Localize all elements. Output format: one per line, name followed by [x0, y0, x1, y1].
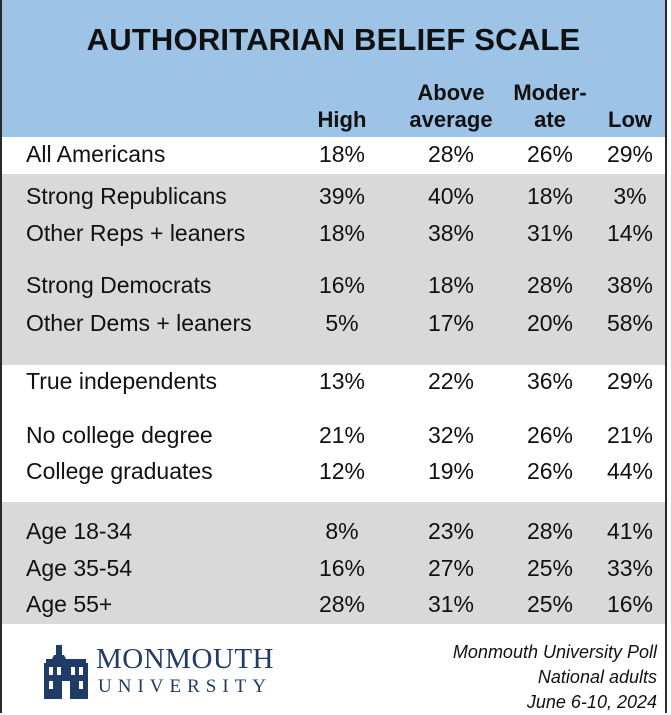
table-cell: 12% [318, 458, 366, 484]
building-icon [44, 645, 88, 699]
table-cell: 27% [427, 555, 475, 581]
column-header-line1 [575, 79, 671, 106]
table-cell: 23% [427, 518, 475, 544]
table-cell: 28% [318, 591, 366, 617]
table-cell: 39% [318, 183, 366, 209]
chart-title: AUTHORITARIAN BELIEF SCALE [86, 22, 581, 57]
table-cell: 26% [526, 422, 574, 448]
source-note: Monmouth University Poll National adults… [453, 640, 657, 715]
table-cell: 18% [526, 183, 574, 209]
column-header-line1: Above [417, 80, 485, 105]
table-cell: 19% [427, 458, 475, 484]
table-cell: 38% [606, 272, 654, 298]
row-label: Other Dems + leaners [26, 310, 252, 336]
row-label: No college degree [26, 422, 213, 448]
table-cell: 16% [606, 591, 654, 617]
table-cell: 38% [427, 220, 475, 246]
table-cell: 25% [526, 555, 574, 581]
table-cell: 31% [526, 220, 574, 246]
table-cell: 3% [613, 183, 647, 209]
source-line2: National adults [537, 667, 657, 687]
table-cell: 29% [606, 141, 654, 167]
table-cell: 29% [606, 368, 654, 394]
column-header-high: High [287, 79, 397, 133]
band-party [2, 174, 665, 365]
row-label: Other Reps + leaners [26, 220, 246, 246]
row-label: Strong Democrats [26, 272, 212, 298]
table-cell: 44% [606, 458, 654, 484]
table-cell: 31% [427, 591, 475, 617]
table-cell: 36% [526, 368, 574, 394]
table-cell: 16% [318, 555, 366, 581]
column-header-low: Low [575, 79, 671, 133]
table-cell: 16% [318, 272, 366, 298]
table-cell: 33% [606, 555, 654, 581]
source-line3: June 6-10, 2024 [526, 692, 657, 712]
table-cell: 22% [427, 368, 475, 394]
table-cell: 18% [318, 141, 366, 167]
table-cell: 32% [427, 422, 475, 448]
row-label: Age 18-34 [26, 518, 133, 544]
column-header-line2: ate [534, 107, 566, 132]
table-cell: 14% [606, 220, 654, 246]
table-cell: 40% [427, 183, 475, 209]
source-line1: Monmouth University Poll [452, 642, 657, 662]
table-cell: 26% [526, 458, 574, 484]
table-cell: 26% [526, 141, 574, 167]
table-cell: 58% [606, 310, 654, 336]
table-header: AUTHORITARIAN BELIEF SCALE [2, 0, 665, 137]
column-header-line1: Moder- [513, 80, 587, 105]
table-cell: 13% [318, 368, 366, 394]
table-cell: 21% [606, 422, 654, 448]
row-label: Strong Republicans [26, 183, 227, 209]
column-header-above-average: Above average [396, 79, 506, 133]
table-cell: 28% [526, 272, 574, 298]
column-header-line1 [287, 79, 397, 106]
logo-sub: UNIVERSITY [98, 676, 272, 697]
column-header-line2: average [409, 107, 493, 132]
table-cell: 28% [427, 141, 475, 167]
column-header-moderate: Moder- ate [495, 79, 605, 133]
row-label: Age 35-54 [26, 555, 133, 581]
logo-name: MONMOUTH [96, 643, 274, 675]
row-label: True independents [26, 368, 217, 394]
monmouth-logo: MONMOUTH UNIVERSITY [42, 643, 292, 703]
row-label: College graduates [26, 458, 213, 484]
table-cell: 5% [325, 310, 359, 336]
table-cell: 28% [526, 518, 574, 544]
table-cell: 18% [427, 272, 475, 298]
row-label: Age 55+ [26, 591, 113, 617]
band-age [2, 502, 665, 624]
table-cell: 25% [526, 591, 574, 617]
table-cell: 8% [325, 518, 359, 544]
table-cell: 21% [318, 422, 366, 448]
table-cell: 20% [526, 310, 574, 336]
table-cell: 17% [427, 310, 475, 336]
row-label: All Americans [26, 141, 166, 167]
column-header-line2: Low [608, 107, 652, 132]
column-header-line2: High [317, 107, 367, 132]
table-cell: 18% [318, 220, 366, 246]
table-cell: 41% [606, 518, 654, 544]
